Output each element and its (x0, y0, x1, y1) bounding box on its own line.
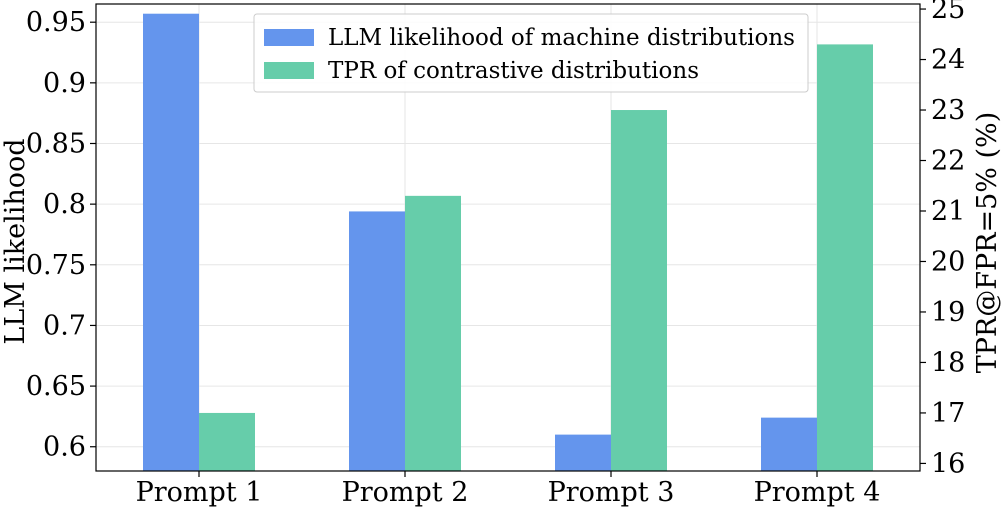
legend-label-llm-likelihood: LLM likelihood of machine distributions (328, 25, 795, 51)
right-tick-label: 24 (931, 45, 965, 76)
right-tick-label: 25 (931, 0, 965, 25)
left-tick-label: 0.85 (26, 128, 86, 159)
legend-label-tpr: TPR of contrastive distributions (328, 58, 699, 84)
legend-swatch-llm-likelihood (264, 29, 314, 46)
bar-llm-likelihood (555, 434, 611, 471)
right-tick-label: 19 (931, 297, 965, 328)
x-tick-label: Prompt 3 (548, 477, 675, 508)
plot-frame (95, 3, 921, 472)
left-tick-label: 0.6 (43, 432, 86, 463)
left-tick-label: 0.8 (43, 189, 86, 220)
legend-box (253, 13, 809, 93)
bar-tpr (199, 412, 255, 471)
x-tick-label: Prompt 4 (754, 477, 881, 508)
right-tick-label: 16 (931, 448, 965, 479)
legend: LLM likelihood of machine distributions … (253, 13, 809, 93)
right-tick-label: 23 (931, 95, 965, 126)
right-tick-label: 22 (931, 146, 965, 177)
left-tick-label: 0.95 (26, 7, 86, 38)
x-tick-label: Prompt 2 (342, 477, 469, 508)
right-tick-label: 18 (931, 347, 965, 378)
bar-llm-likelihood (349, 211, 405, 471)
bar-tpr (611, 110, 667, 472)
right-axis-ticks: 16 17 18 19 20 21 22 23 24 25 (920, 0, 965, 479)
x-axis-ticks: Prompt 1 Prompt 2 Prompt 3 Prompt 4 (136, 471, 881, 508)
bars (143, 13, 873, 472)
legend-swatch-tpr (264, 62, 314, 79)
right-tick-label: 20 (931, 246, 965, 277)
right-tick-label: 17 (931, 398, 965, 429)
left-axis-ticks: 0.6 0.65 0.7 0.75 0.8 0.85 0.9 0.95 (26, 7, 96, 463)
bar-tpr (817, 44, 873, 471)
right-axis-title: TPR@FPR=5% (%) (972, 112, 1003, 374)
left-tick-label: 0.7 (43, 310, 86, 341)
bar-llm-likelihood (761, 417, 817, 471)
left-tick-label: 0.65 (26, 371, 86, 402)
right-tick-label: 21 (931, 196, 965, 227)
x-tick-label: Prompt 1 (136, 477, 263, 508)
left-axis-title: LLM likelihood (0, 138, 31, 344)
left-tick-label: 0.75 (26, 250, 86, 281)
bar-llm-likelihood (143, 13, 199, 472)
left-tick-label: 0.9 (43, 68, 86, 99)
bar-tpr (405, 195, 461, 472)
